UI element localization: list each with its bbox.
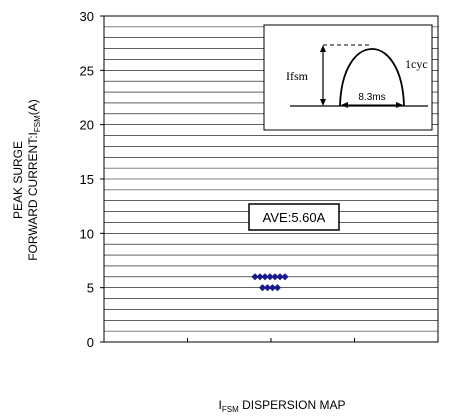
y-tick-label: 10 — [80, 226, 94, 241]
y-tick-label: 30 — [80, 9, 94, 24]
data-point — [263, 284, 272, 292]
y-axis-ticks: 0 5 10 15 20 25 30 — [80, 9, 104, 350]
y-tick-label: 15 — [80, 172, 94, 187]
y-axis-label: PEAK SURGE FORWARD CURRENT:IFSM(A) — [11, 99, 42, 261]
half-sine-wave — [339, 48, 405, 107]
x-axis-ticks — [187, 338, 355, 342]
average-annotation: AVE:5.60A — [248, 203, 340, 231]
ifsm-label: Ifsm — [286, 69, 309, 83]
period-label: 8.3ms — [358, 92, 385, 103]
data-point — [281, 273, 289, 281]
data-point — [261, 273, 269, 281]
data-point — [268, 284, 277, 292]
data-point — [266, 273, 274, 281]
y-tick-label: 5 — [87, 281, 94, 296]
data-point — [276, 273, 284, 281]
y-axis-label-line2: FORWARD CURRENT:IFSM(A) — [26, 99, 42, 261]
y-tick-label: 20 — [80, 118, 94, 133]
y-tick-label: 0 — [87, 335, 94, 350]
data-points — [251, 273, 289, 292]
x-axis-label: IFSM DISPERSION MAP — [219, 398, 346, 414]
waveform-inset: Ifsm 8.3ms 1cyc — [263, 24, 433, 131]
data-point — [271, 273, 279, 281]
average-annotation-text: AVE:5.60A — [263, 210, 326, 225]
data-point — [273, 284, 282, 292]
data-point — [256, 273, 264, 281]
cycle-label: 1cyc — [405, 57, 428, 71]
data-point — [251, 273, 259, 281]
y-axis-label-line1: PEAK SURGE — [11, 141, 25, 219]
data-point — [258, 284, 267, 292]
y-tick-label: 25 — [80, 63, 94, 78]
